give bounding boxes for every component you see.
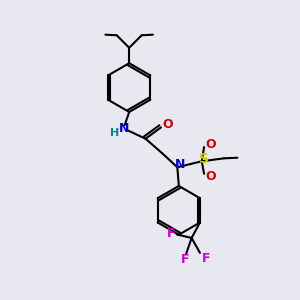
Text: O: O [205, 138, 216, 151]
Text: O: O [205, 170, 216, 183]
Text: N: N [119, 122, 129, 135]
Text: H: H [110, 128, 120, 138]
Text: F: F [167, 227, 175, 240]
Text: N: N [175, 158, 185, 171]
Text: O: O [162, 118, 173, 131]
Text: S: S [199, 152, 209, 166]
Text: F: F [202, 252, 210, 265]
Text: F: F [181, 254, 189, 266]
